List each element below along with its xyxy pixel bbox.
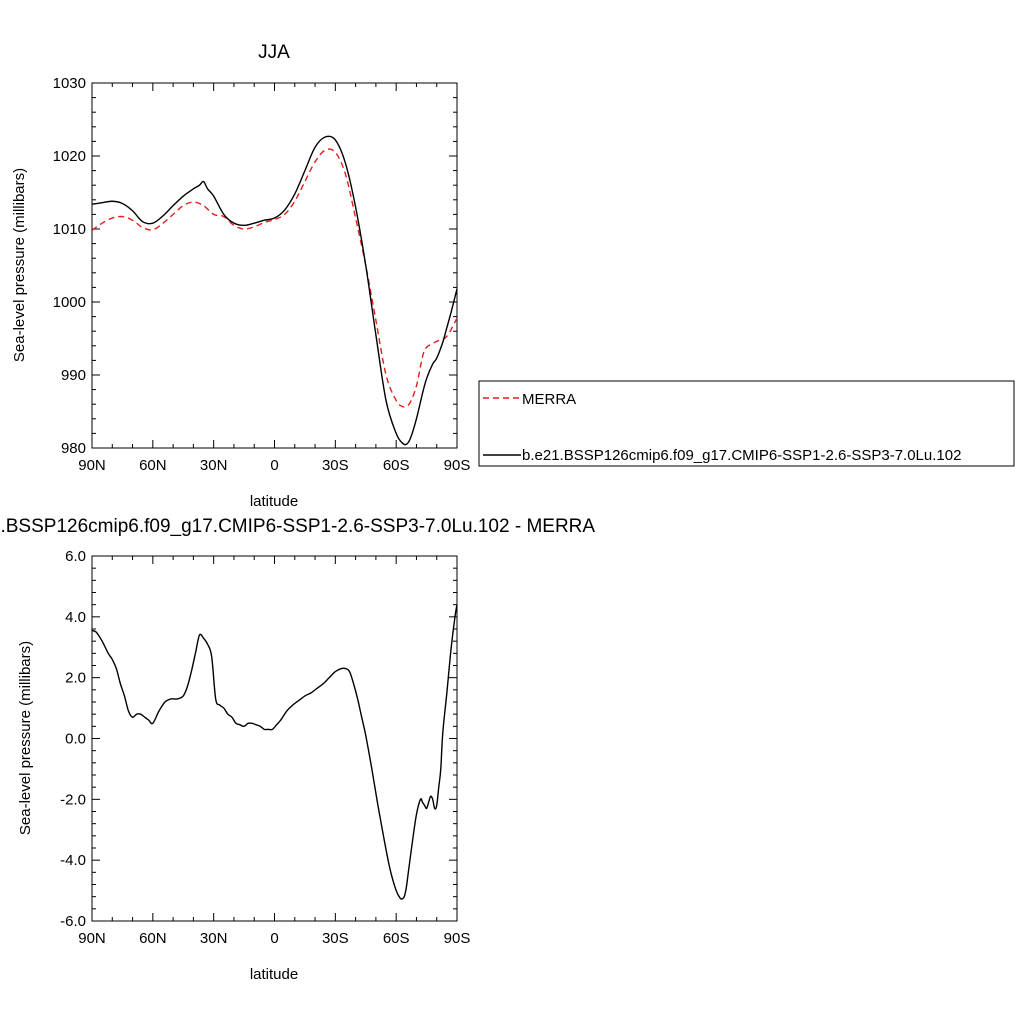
- bot-y-tick-label: -6.0: [60, 913, 86, 930]
- top-x-tick-label: 60N: [139, 457, 167, 474]
- top-y-axis-label: Sea-level pressure (millibars): [11, 168, 28, 362]
- bot-difference-line: [91, 604, 458, 900]
- bot-y-tick-label: -2.0: [60, 791, 86, 808]
- bottom-x-axis: 90N 60N 30N 0 30S 60S 90S: [78, 556, 470, 947]
- bot-y-tick-label: 4.0: [65, 609, 86, 626]
- bot-x-tick-label: 60S: [383, 930, 410, 947]
- top-y-tick-label: 980: [61, 440, 86, 457]
- bot-x-tick-label: 30S: [322, 930, 349, 947]
- top-y-tick-label: 1010: [53, 221, 86, 238]
- top-x-tick-label: 90S: [444, 457, 471, 474]
- bot-y-tick-label: 0.0: [65, 731, 86, 748]
- top-x-tick-label: 60S: [383, 457, 410, 474]
- top-x-tick-label: 30N: [200, 457, 228, 474]
- top-y-tick-label: 1020: [53, 148, 86, 165]
- bottom-panel: b.e21.BSSP126cmip6.f09_g17.CMIP6-SSP1-2.…: [0, 516, 595, 983]
- top-x-tick-label: 90N: [78, 457, 106, 474]
- bottom-y-axis-label: Sea-level pressure (millibars): [17, 641, 34, 835]
- top-x-axis: 90N 60N 30N 0 30S 60S 90S: [78, 83, 470, 474]
- top-y-tick-label: 1030: [53, 75, 86, 92]
- bottom-series-group: [91, 604, 458, 900]
- bot-x-tick-label: 90S: [444, 930, 471, 947]
- bottom-chart-title: b.e21.BSSP126cmip6.f09_g17.CMIP6-SSP1-2.…: [0, 516, 595, 537]
- bottom-plot-frame: [91, 555, 458, 922]
- top-x-axis-label: latitude: [250, 493, 298, 510]
- top-y-tick-label: 990: [61, 367, 86, 384]
- legend: MERRA b.e21.BSSP126cmip6.f09_g17.CMIP6-S…: [478, 380, 1015, 467]
- bot-y-tick-label: 6.0: [65, 548, 86, 565]
- top-chart-title: JJA: [258, 42, 290, 63]
- top-series-group: [91, 135, 458, 446]
- legend-model-label: b.e21.BSSP126cmip6.f09_g17.CMIP6-SSP1-2.…: [522, 447, 961, 464]
- top-plot-frame: [91, 82, 458, 449]
- top-panel: JJA 980 990 1000 1010 1020 1030 90N 60N 30N 0 30S…: [11, 42, 470, 510]
- top-y-axis: 980 990 1000 1010 1020 1030: [53, 75, 457, 457]
- bottom-x-axis-label: latitude: [250, 966, 298, 983]
- top-model-line: [91, 135, 458, 446]
- legend-frame: [478, 380, 1015, 467]
- bot-y-tick-label: 2.0: [65, 670, 86, 687]
- bot-x-tick-label: 30N: [200, 930, 228, 947]
- bottom-y-axis: -6.0 -4.0 -2.0 0.0 2.0 4.0 6.0: [60, 548, 457, 930]
- top-x-tick-label: 30S: [322, 457, 349, 474]
- bot-x-tick-label: 0: [270, 930, 278, 947]
- top-merra-line: [91, 148, 458, 408]
- top-x-tick-label: 0: [270, 457, 278, 474]
- top-y-tick-label: 1000: [53, 294, 86, 311]
- legend-merra-label: MERRA: [522, 391, 576, 408]
- bot-x-tick-label: 90N: [78, 930, 106, 947]
- bot-x-tick-label: 60N: [139, 930, 167, 947]
- bot-y-tick-label: -4.0: [60, 852, 86, 869]
